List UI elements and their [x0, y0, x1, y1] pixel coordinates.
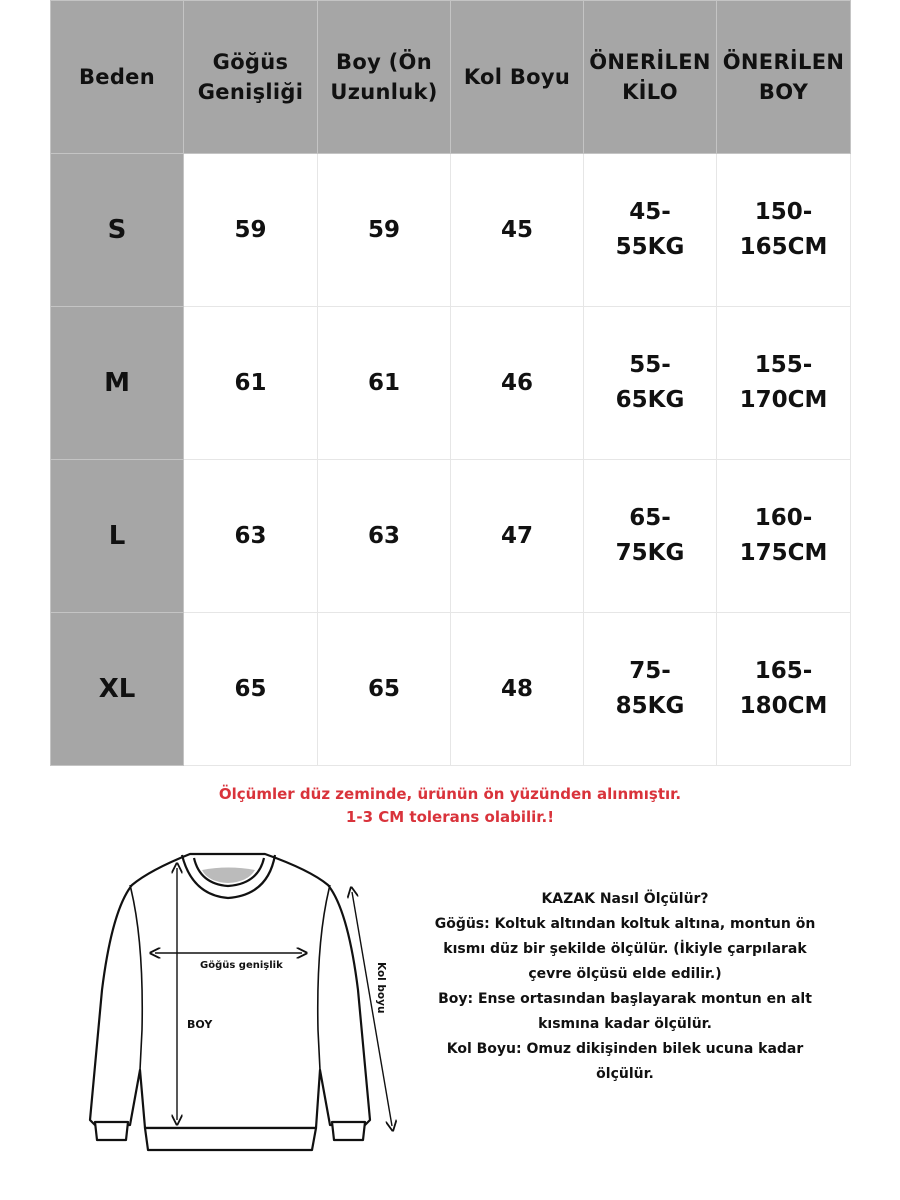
cell-sleeve: 46	[450, 306, 584, 460]
cell-weight: 65- 75KG	[583, 459, 717, 613]
cell-height: 155- 170CM	[716, 306, 851, 460]
cell-size: XL	[50, 612, 184, 766]
cell-weight: 75- 85KG	[583, 612, 717, 766]
cell-size: M	[50, 306, 184, 460]
cell-chest: 63	[183, 459, 318, 613]
cell-length: 61	[317, 306, 451, 460]
cell-sleeve: 45	[450, 153, 584, 307]
chest-label: Göğüs genişlik	[200, 959, 283, 971]
how-to-chest: Göğüs: Koltuk altından koltuk altına, mo…	[434, 916, 816, 982]
measurement-note: Ölçümler düz zeminde, ürünün ön yüzünden…	[218, 785, 682, 803]
size-chart-table: Beden Göğüs Genişliği Boy (Ön Uzunluk) K…	[50, 0, 851, 766]
header-weight: ÖNERİLEN KİLO	[583, 0, 717, 154]
how-to-title: KAZAK Nasıl Ölçülür?	[541, 891, 709, 907]
cell-chest: 65	[183, 612, 318, 766]
table-header-row: Beden Göğüs Genişliği Boy (Ön Uzunluk) K…	[50, 0, 851, 154]
cell-weight: 45- 55KG	[583, 153, 717, 307]
header-length: Boy (Ön Uzunluk)	[317, 0, 451, 154]
how-to-measure: KAZAK Nasıl Ölçülür? Göğüs: Koltuk altın…	[415, 887, 835, 1087]
table-row: XL 65 65 48 75- 85KG 165- 180CM	[50, 612, 851, 766]
cell-chest: 61	[183, 306, 318, 460]
cell-sleeve: 48	[450, 612, 584, 766]
cell-length: 65	[317, 612, 451, 766]
cell-size: L	[50, 459, 184, 613]
cell-length: 63	[317, 459, 451, 613]
header-height: ÖNERİLEN BOY	[716, 0, 851, 154]
cell-height: 150- 165CM	[716, 153, 851, 307]
table-row: M 61 61 46 55- 65KG 155- 170CM	[50, 306, 851, 460]
cell-length: 59	[317, 153, 451, 307]
sweater-outline	[88, 852, 372, 1152]
cell-sleeve: 47	[450, 459, 584, 613]
sleeve-label: Kol boyu	[375, 962, 387, 1013]
table-row: S 59 59 45 45- 55KG 150- 165CM	[50, 153, 851, 307]
how-to-sleeve: Kol Boyu: Omuz dikişinden bilek ucuna ka…	[446, 1041, 804, 1082]
cell-height: 160- 175CM	[716, 459, 851, 613]
cell-weight: 55- 65KG	[583, 306, 717, 460]
how-to-length: Boy: Ense ortasından başlayarak montun e…	[438, 991, 812, 1032]
header-chest: Göğüs Genişliği	[183, 0, 318, 154]
table-row: L 63 63 47 65- 75KG 160- 175CM	[50, 459, 851, 613]
cell-height: 165- 180CM	[716, 612, 851, 766]
tolerance-note: 1-3 CM tolerans olabilir.!	[345, 808, 555, 826]
cell-size: S	[50, 153, 184, 307]
header-sleeve: Kol Boyu	[450, 0, 584, 154]
sleeve-arrow	[352, 892, 392, 1126]
sweater-diagram: Göğüs genişlik BOY Kol boyu	[88, 852, 420, 1152]
length-label: BOY	[187, 1018, 213, 1031]
cell-chest: 59	[183, 153, 318, 307]
header-size: Beden	[50, 0, 184, 154]
